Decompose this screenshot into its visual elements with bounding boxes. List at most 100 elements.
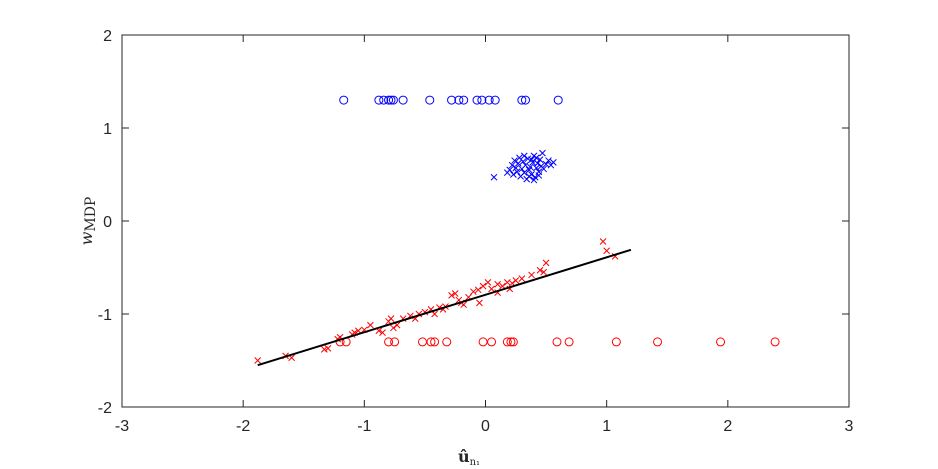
circle-marker <box>390 337 400 347</box>
x-tick-label: 0 <box>481 418 490 435</box>
circle-marker <box>508 337 518 347</box>
series-3 <box>254 238 619 364</box>
plot-area <box>121 34 850 408</box>
x-tick-label: 1 <box>602 418 611 435</box>
cross-marker <box>533 154 540 162</box>
circle-marker <box>520 95 530 105</box>
cross-marker <box>254 357 262 364</box>
axis-ticks <box>121 34 850 408</box>
cross-marker <box>494 280 501 288</box>
circle-marker <box>442 337 452 347</box>
circle-marker <box>398 95 408 105</box>
y-tick-label: -1 <box>98 307 112 324</box>
cross-marker <box>536 156 544 163</box>
cross-marker <box>540 165 548 173</box>
circle-marker <box>425 95 435 105</box>
circle-marker <box>426 337 436 347</box>
circle-marker <box>459 95 469 105</box>
circle-marker <box>454 95 464 105</box>
cross-marker <box>540 268 548 276</box>
x-axis-label-subscript: n₁ <box>470 457 480 468</box>
circle-marker <box>490 95 500 105</box>
circle-marker <box>487 337 497 347</box>
x-axis-label-main: û <box>458 447 470 466</box>
y-axis-label-subscript: MDP <box>83 197 99 232</box>
cross-marker <box>479 282 487 290</box>
series-0 <box>339 95 563 105</box>
x-tick-label: 2 <box>723 418 732 435</box>
cross-marker <box>451 290 459 297</box>
cross-marker <box>549 159 557 166</box>
cross-marker <box>367 321 374 329</box>
circle-marker <box>653 337 663 347</box>
x-tick-label: -2 <box>236 418 250 435</box>
cross-marker <box>526 163 534 171</box>
cross-marker <box>387 315 395 323</box>
x-axis-label: ûn₁ <box>458 447 480 468</box>
cross-marker <box>508 161 516 169</box>
cross-marker <box>490 173 498 181</box>
y-tick-label: 1 <box>103 121 112 138</box>
circle-marker <box>384 95 394 105</box>
cross-marker <box>534 159 541 167</box>
circle-marker <box>564 337 574 347</box>
series-1 <box>490 149 557 184</box>
cross-marker <box>474 286 482 294</box>
cross-marker <box>379 329 386 336</box>
circle-marker <box>552 337 562 347</box>
cross-marker <box>525 173 533 180</box>
cross-marker <box>520 169 528 176</box>
x-tick-label: -1 <box>357 418 371 435</box>
y-axis-label: wMDP <box>77 197 99 246</box>
cross-marker <box>476 299 483 307</box>
cross-marker <box>506 166 514 174</box>
fit-line <box>257 248 632 367</box>
cross-marker <box>511 157 518 164</box>
circle-marker <box>379 95 389 105</box>
circle-marker <box>502 337 512 347</box>
data-marks <box>254 95 780 367</box>
y-axis-label-main: w <box>77 231 96 245</box>
cross-marker <box>512 277 520 284</box>
x-tick-label: -3 <box>115 418 129 435</box>
circle-marker <box>384 337 394 347</box>
cross-marker <box>535 172 543 179</box>
cross-marker <box>488 285 495 293</box>
y-tick-label: 2 <box>103 28 112 45</box>
y-tick-label: 0 <box>103 214 112 231</box>
circle-marker <box>386 95 396 105</box>
cross-marker <box>545 157 552 164</box>
cross-marker <box>390 324 397 332</box>
circle-marker <box>506 337 516 347</box>
cross-marker <box>448 292 455 299</box>
cross-marker <box>470 288 477 296</box>
circle-marker <box>472 95 482 105</box>
cross-marker <box>528 271 535 279</box>
cross-marker <box>512 164 520 172</box>
cross-marker <box>513 168 521 176</box>
circle-marker <box>477 95 487 105</box>
cross-marker <box>520 152 528 160</box>
cross-marker <box>324 345 332 352</box>
series-4 <box>257 248 632 367</box>
circle-marker <box>388 95 398 105</box>
cross-marker <box>514 159 522 167</box>
cross-marker <box>603 247 611 255</box>
circle-marker <box>484 95 494 105</box>
y-tick-label: -2 <box>98 400 112 417</box>
cross-marker <box>599 238 607 245</box>
cross-marker <box>518 275 526 283</box>
cross-marker <box>528 156 535 163</box>
cross-marker <box>536 266 544 274</box>
circle-marker <box>374 95 384 105</box>
cross-marker <box>522 161 529 169</box>
circle-marker <box>339 95 349 105</box>
cross-marker <box>510 171 517 178</box>
circle-marker <box>770 337 780 347</box>
circle-marker <box>430 337 440 347</box>
circle-marker <box>517 95 527 105</box>
x-tick-label: 3 <box>845 418 854 435</box>
circle-marker <box>611 337 621 347</box>
circle-marker <box>553 95 563 105</box>
